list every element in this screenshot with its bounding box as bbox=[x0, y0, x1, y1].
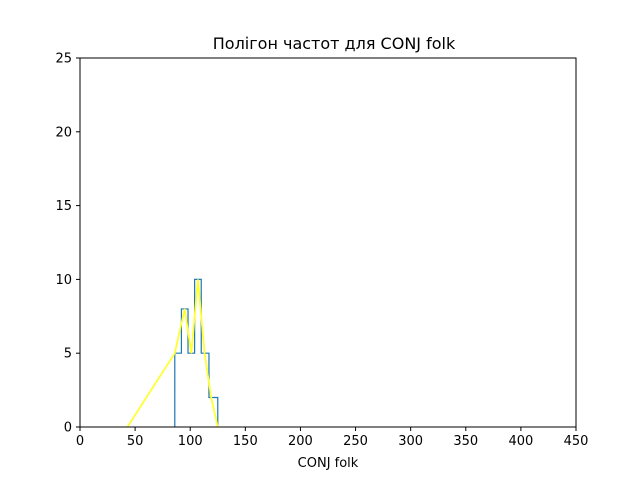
y-tick-label: 10 bbox=[55, 273, 72, 288]
frequency-polygon-line bbox=[126, 279, 219, 428]
plot-area bbox=[126, 278, 219, 428]
x-tick-label: 0 bbox=[76, 434, 84, 449]
x-tick-label: 250 bbox=[343, 434, 368, 449]
x-tick-label: 150 bbox=[233, 434, 258, 449]
y-tick-label: 0 bbox=[64, 421, 72, 436]
y-tick-label: 20 bbox=[55, 125, 72, 140]
chart-title: Полігон частот для CONJ folk bbox=[213, 34, 456, 53]
x-axis-label: CONJ folk bbox=[298, 456, 359, 471]
x-tick-label: 200 bbox=[288, 434, 313, 449]
x-tick-label: 400 bbox=[508, 434, 533, 449]
x-tick-label: 450 bbox=[564, 434, 589, 449]
x-tick-label: 100 bbox=[178, 434, 203, 449]
y-tick-label: 25 bbox=[55, 52, 72, 67]
y-axis: 0 5 10 15 20 25 bbox=[55, 52, 80, 436]
y-tick-label: 15 bbox=[55, 199, 72, 214]
x-axis: 0 50 100 150 200 250 300 350 400 450 bbox=[76, 427, 589, 449]
y-tick-label: 5 bbox=[64, 347, 72, 362]
x-tick-label: 50 bbox=[127, 434, 144, 449]
plot-frame bbox=[79, 57, 577, 428]
x-tick-label: 350 bbox=[453, 434, 478, 449]
x-tick-label: 300 bbox=[398, 434, 423, 449]
